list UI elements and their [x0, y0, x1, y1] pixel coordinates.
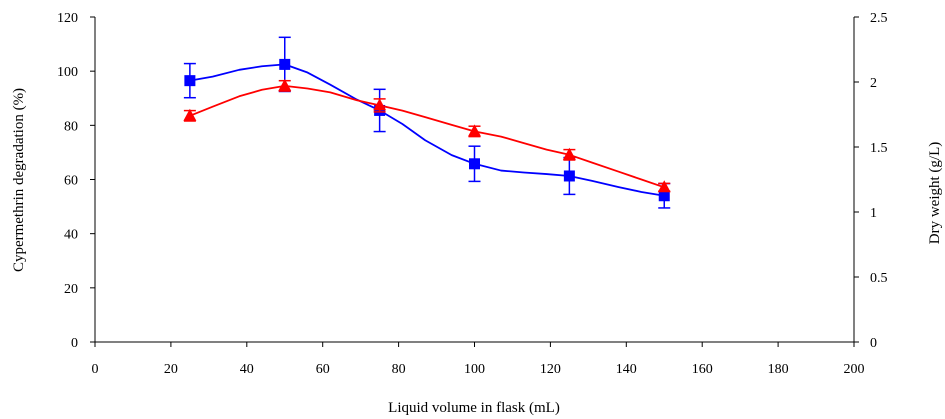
x-tick-label: 40 [240, 362, 254, 377]
left-y-tick-label: 60 [64, 174, 78, 189]
data-point-square [279, 58, 291, 70]
data-point-triangle [468, 124, 481, 137]
left-y-tick-label: 20 [64, 282, 78, 297]
right-y-tick-label: 1.5 [870, 141, 888, 156]
data-point-square [658, 190, 670, 202]
series-line [189, 85, 665, 189]
x-tick-label: 200 [844, 362, 865, 377]
x-tick-label: 160 [692, 362, 713, 377]
data-point-triangle [657, 180, 671, 193]
data-point-square [563, 170, 575, 182]
right-y-tick-label: 2 [870, 76, 877, 91]
left-y-tick-label: 100 [57, 65, 78, 80]
x-tick-label: 20 [164, 362, 178, 377]
series-line [189, 63, 665, 197]
x-tick-label: 120 [540, 362, 561, 377]
x-tick-label: 100 [464, 362, 485, 377]
x-tick-label: 140 [616, 362, 637, 377]
data-point-triangle [183, 108, 197, 121]
data-point-triangle [278, 78, 292, 91]
left-y-tick-label: 120 [57, 11, 78, 26]
right-y-axis-title: Dry weight (g/L) [927, 142, 943, 244]
left-y-tick-label: 0 [71, 336, 78, 351]
left-y-tick-label: 80 [64, 119, 78, 134]
x-axis-title: Liquid volume in flask (mL) [388, 400, 560, 416]
series-1 [183, 36, 671, 209]
right-y-axis-ticks: 0 0.5 1 1.5 2 2.5 [854, 11, 888, 351]
left-y-tick-label: 40 [64, 228, 78, 243]
data-point-square [184, 75, 196, 87]
right-y-tick-label: 0.5 [870, 271, 888, 286]
x-tick-label: 80 [392, 362, 406, 377]
data-point-triangle [562, 147, 576, 160]
right-y-tick-label: 2.5 [870, 11, 888, 26]
right-y-tick-label: 0 [870, 336, 877, 351]
left-y-axis-title: Cypermethrin degradation (%) [11, 88, 27, 272]
data-point-square [469, 158, 480, 170]
x-axis-ticks: 0 20 40 60 80 100 120 140 160 180 200 [92, 342, 865, 377]
right-y-tick-label: 1 [870, 206, 877, 221]
x-tick-label: 0 [92, 362, 99, 377]
x-tick-label: 180 [768, 362, 789, 377]
left-y-axis-ticks: 0 20 40 60 80 100 120 [57, 11, 95, 351]
x-tick-label: 60 [316, 362, 330, 377]
series-layer [183, 36, 671, 209]
data-point-triangle [373, 98, 387, 111]
series-2 [183, 78, 671, 193]
